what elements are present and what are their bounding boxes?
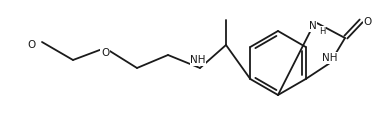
Text: O: O — [101, 48, 109, 58]
Text: O: O — [28, 40, 36, 50]
Text: O: O — [364, 17, 372, 27]
Text: H: H — [319, 26, 325, 36]
Text: NH: NH — [190, 55, 206, 65]
Text: N: N — [309, 21, 317, 31]
Text: NH: NH — [322, 53, 338, 63]
